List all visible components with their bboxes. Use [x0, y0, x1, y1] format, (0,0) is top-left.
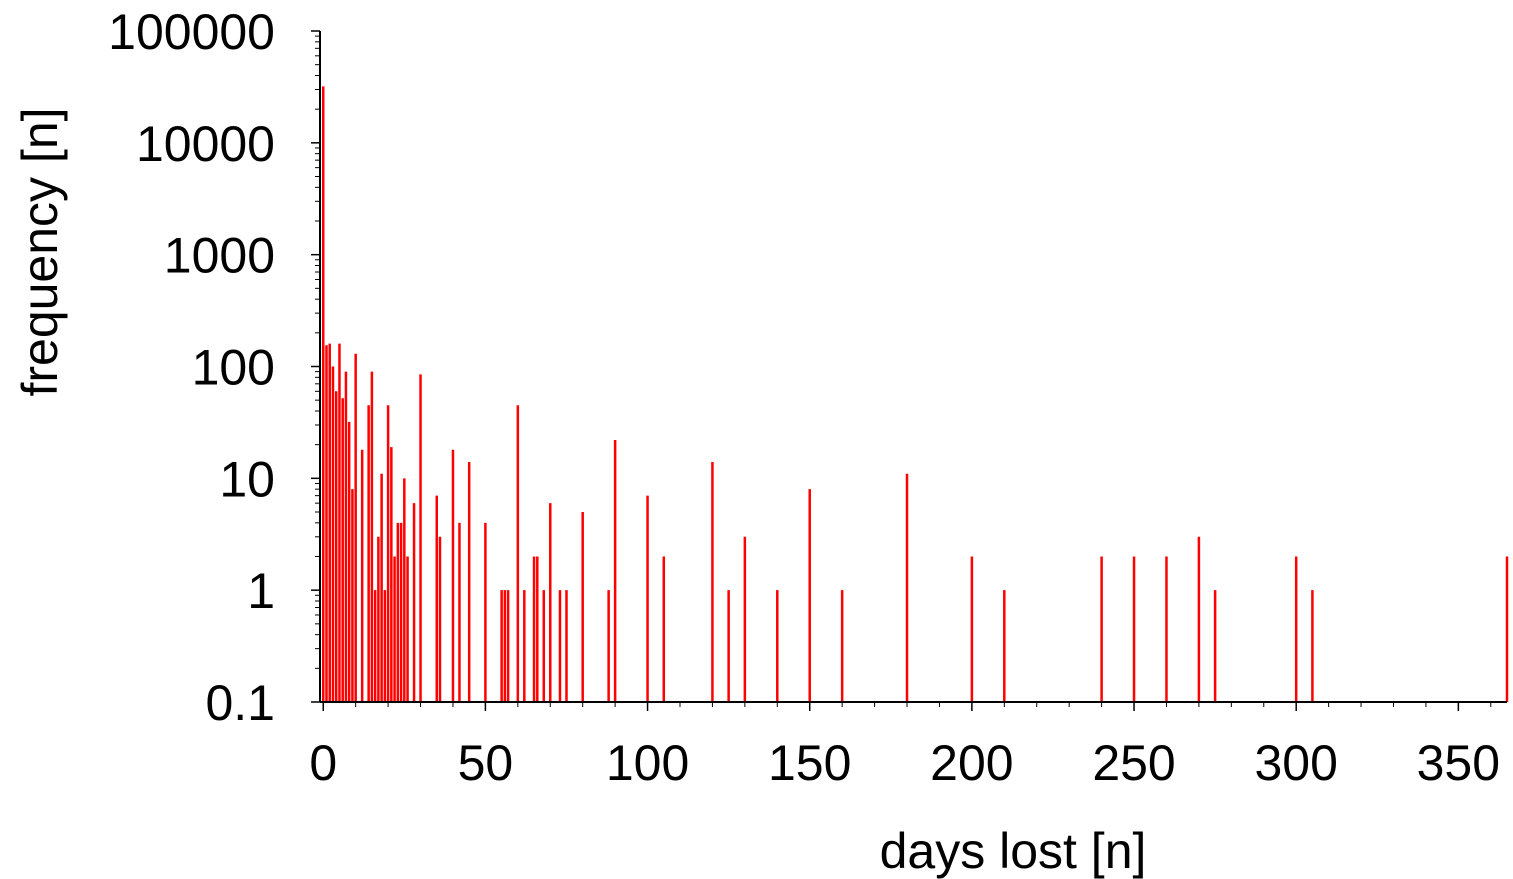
y-tick-label: 1000 — [164, 228, 275, 284]
y-tick-label: 1 — [247, 563, 275, 619]
y-tick-label: 10000 — [136, 116, 275, 172]
x-tick-label: 300 — [1254, 735, 1337, 791]
y-tick-label: 100000 — [108, 4, 275, 60]
y-axis-title: frequency [n] — [12, 107, 68, 396]
x-tick-label: 250 — [1092, 735, 1175, 791]
x-axis-title: days lost [n] — [880, 823, 1147, 879]
x-tick-label: 150 — [768, 735, 851, 791]
y-tick-label: 100 — [192, 340, 275, 396]
x-tick-label: 350 — [1417, 735, 1500, 791]
x-tick-label: 0 — [309, 735, 337, 791]
axes-group — [319, 31, 1507, 703]
tick-labels-group: 0 50 100 150 200 250 300 350 0.1 1 10 100 1000 10000 1… — [108, 4, 1500, 791]
x-tick-label: 50 — [458, 735, 514, 791]
bars-group — [321, 86, 1509, 702]
y-tick-label: 0.1 — [205, 675, 275, 731]
ticks-group — [311, 30, 1492, 711]
x-tick-label: 100 — [606, 735, 689, 791]
y-tick-label: 10 — [219, 451, 275, 507]
x-tick-label: 200 — [930, 735, 1013, 791]
